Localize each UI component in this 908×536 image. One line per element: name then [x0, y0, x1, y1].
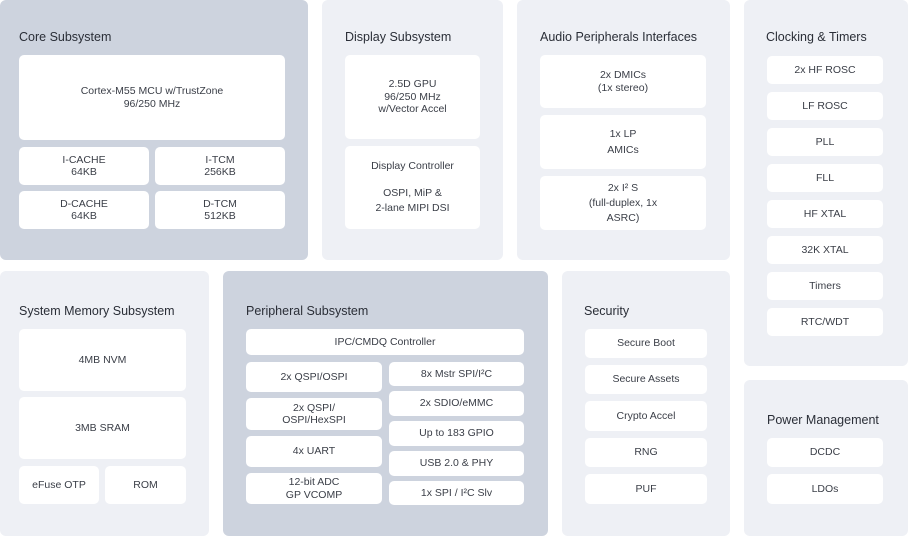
peripheral-right-item: 8x Mstr SPI/I²C	[389, 362, 524, 386]
security-panel: Security Secure Boot Secure Assets Crypt…	[562, 271, 730, 536]
gpu-block: 2.5D GPU 96/250 MHz w/Vector Accel	[345, 55, 480, 139]
audio-item: 2x DMICs (1x stereo)	[540, 55, 706, 108]
clock-item: RTC/WDT	[767, 308, 883, 336]
peripheral-right-item: Up to 183 GPIO	[389, 421, 524, 446]
itcm-block: I-TCM 256KB	[155, 147, 285, 185]
audio-panel: Audio Peripherals Interfaces 2x DMICs (1x…	[517, 0, 730, 260]
nvm-block: 4MB NVM	[19, 329, 186, 391]
memory-panel: System Memory Subsystem 4MB NVM 3MB SRAM…	[0, 271, 209, 536]
power-panel: Power Management DCDC LDOs	[744, 380, 908, 536]
audio-line: (full-duplex, 1x	[588, 196, 658, 209]
clocking-panel: Clocking & Timers 2x HF ROSC LF ROSC PLL…	[744, 0, 908, 366]
peripheral-line: 12-bit ADC	[288, 476, 340, 488]
display-subsystem-panel: Display Subsystem 2.5D GPU 96/250 MHz w/Ve…	[322, 0, 503, 260]
security-item: Crypto Accel	[585, 401, 707, 431]
audio-item: 2x I² S (full-duplex, 1x ASRC)	[540, 176, 706, 230]
icache-label: I-CACHE	[62, 153, 106, 166]
power-title: Power Management	[767, 413, 879, 427]
audio-title: Audio Peripherals Interfaces	[540, 30, 698, 44]
display-controller-block: Display Controller OSPI, MiP & 2-lane MIPI…	[345, 146, 480, 229]
gpu-line: 2.5D GPU	[388, 78, 437, 91]
audio-line: (1x stereo)	[597, 81, 649, 94]
audio-item: 1x LP AMICs	[540, 115, 706, 169]
peripheral-panel: Peripheral Subsystem IPC/CMDQ Controller…	[223, 271, 548, 536]
gpu-line: 96/250 MHz	[384, 90, 441, 103]
peripheral-line: 4x UART	[292, 445, 336, 458]
security-item: Secure Boot	[585, 329, 707, 358]
security-item: Secure Assets	[585, 365, 707, 394]
peripheral-right-item: USB 2.0 & PHY	[389, 451, 524, 476]
itcm-label: I-TCM	[205, 153, 235, 166]
display-controller-line: 2-lane MIPI DSI	[375, 202, 450, 215]
audio-line: AMICs	[607, 144, 639, 156]
cpu-freq: 96/250 MHz	[123, 97, 181, 110]
peripheral-left-item: 2x QSPI/OSPI	[246, 362, 382, 392]
itcm-size: 256KB	[204, 166, 236, 178]
clock-item: HF XTAL	[767, 200, 883, 228]
ipc-block: IPC/CMDQ Controller	[246, 329, 524, 355]
audio-line: 2x DMICs	[599, 69, 647, 81]
audio-line: 2x I² S	[607, 181, 639, 194]
peripheral-left-item: 4x UART	[246, 436, 382, 467]
security-item: PUF	[585, 474, 707, 504]
clocking-title: Clocking & Timers	[766, 30, 867, 44]
power-item: DCDC	[767, 438, 883, 467]
clock-item: FLL	[767, 164, 883, 192]
security-title: Security	[584, 304, 630, 318]
peripheral-left-item: 2x QSPI/OSPI/HexSPI	[246, 398, 382, 430]
dcache-block: D-CACHE 64KB	[19, 191, 149, 229]
peripheral-line: 2x QSPI/	[292, 401, 335, 414]
audio-line: ASRC)	[606, 211, 640, 224]
peripheral-left-item: 12-bit ADC GP VCOMP	[246, 473, 382, 504]
dcache-label: D-CACHE	[60, 197, 108, 210]
gpu-line: w/Vector Accel	[378, 103, 447, 116]
rom-block: ROM	[105, 466, 186, 504]
power-item: LDOs	[767, 474, 883, 504]
icache-size: 64KB	[71, 166, 97, 178]
peripheral-line: GP VCOMP	[285, 488, 343, 501]
core-subsystem-title: Core Subsystem	[19, 30, 112, 44]
peripheral-right-item: 2x SDIO/eMMC	[389, 391, 524, 416]
display-controller-line: OSPI, MiP &	[383, 186, 442, 199]
cpu-name: Cortex-M55 MCU w/TrustZone	[80, 85, 224, 97]
dcache-size: 64KB	[71, 210, 97, 222]
dtcm-size: 512KB	[204, 210, 236, 222]
cpu-block: Cortex-M55 MCU w/TrustZone 96/250 MHz	[19, 55, 285, 140]
peripheral-line: 2x QSPI/OSPI	[280, 370, 348, 383]
clock-item: Timers	[767, 272, 883, 300]
clock-item: LF ROSC	[767, 92, 883, 120]
otp-block: eFuse OTP	[19, 466, 99, 504]
clock-item: PLL	[767, 128, 883, 156]
clock-item: 2x HF ROSC	[767, 56, 883, 84]
display-subsystem-title: Display Subsystem	[345, 30, 452, 44]
dtcm-label: D-TCM	[203, 197, 237, 210]
security-item: RNG	[585, 438, 707, 467]
sram-block: 3MB SRAM	[19, 397, 186, 459]
peripheral-title: Peripheral Subsystem	[246, 304, 369, 318]
peripheral-line: OSPI/HexSPI	[282, 414, 346, 426]
core-subsystem-panel: Core Subsystem Cortex-M55 MCU w/TrustZon…	[0, 0, 308, 260]
clock-item: 32K XTAL	[767, 236, 883, 264]
peripheral-right-item: 1x SPI / I²C Slv	[389, 481, 524, 505]
dtcm-block: D-TCM 512KB	[155, 191, 285, 229]
display-controller-label: Display Controller	[371, 160, 454, 173]
icache-block: I-CACHE 64KB	[19, 147, 149, 185]
audio-line: 1x LP	[609, 128, 637, 140]
memory-title: System Memory Subsystem	[19, 304, 175, 318]
